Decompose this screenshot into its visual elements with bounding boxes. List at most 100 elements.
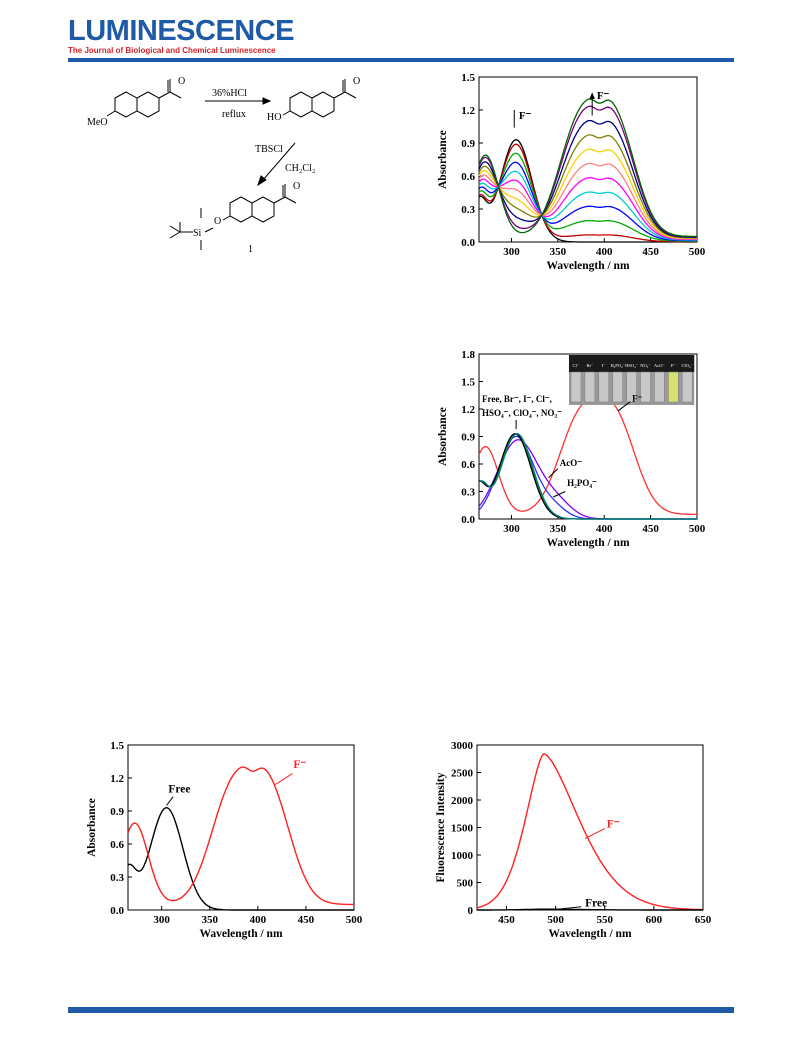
titration-curve	[478, 170, 697, 241]
y-axis-label: Fluorescence Intensity	[435, 772, 447, 882]
y-tick-label: 0.6	[110, 839, 124, 851]
compound-number: 1	[248, 244, 253, 255]
x-tick-label: 400	[596, 246, 613, 258]
selectivity-curve	[478, 433, 697, 520]
y-tick-label: 500	[457, 878, 474, 890]
fluorescence-curve	[477, 908, 703, 911]
abs-curve	[127, 806, 354, 911]
vial	[598, 371, 610, 403]
x-tick-label: 650	[695, 914, 712, 926]
annotation-fluoride-1: F⁻	[519, 110, 532, 122]
y-axis-label: Absorbance	[437, 407, 449, 466]
y-tick-label: 1.2	[461, 404, 475, 416]
y-tick-label: 1.5	[461, 72, 475, 84]
x-tick-label: 450	[298, 914, 315, 926]
vial	[584, 371, 596, 403]
y-tick-label: 0.3	[461, 204, 475, 216]
x-tick-label: 500	[547, 914, 564, 926]
svg-text:O: O	[293, 181, 300, 192]
group-label-line1: Free, Br⁻, I⁻, Cl⁻,	[482, 394, 552, 404]
selectivity-chart: 300 350 400 450 500 0.0 0.3 0.6 0.9 1.2 1.5 1.8 Wave…	[437, 349, 706, 549]
journal-subtitle: The Journal of Biological and Chemical L…	[68, 46, 276, 55]
titration-chart: 300 350 400 450 500 0.0 0.3 0.6 0.9 1.2 1.5 Wavelen…	[437, 72, 706, 272]
titration-curve	[478, 148, 697, 240]
vial	[654, 371, 665, 403]
vial-label: NO₃⁻	[640, 363, 651, 368]
free-pointer	[555, 906, 582, 910]
y-tick-label: 1500	[451, 823, 474, 835]
inset-photo-caps	[568, 355, 695, 372]
y-tick-label: 1000	[451, 850, 474, 862]
svg-text:O: O	[353, 76, 360, 87]
x-tick-label: 400	[596, 523, 613, 535]
free-label: Free	[168, 783, 190, 795]
titration-curve	[478, 134, 697, 239]
x-tick-label: 500	[689, 523, 706, 535]
vial-label: HSO₄⁻	[625, 363, 639, 368]
y-tick-label: 0.9	[461, 432, 475, 444]
y-tick-label: 0.9	[110, 806, 124, 818]
x-tick-label: 350	[550, 246, 567, 258]
fluoride-pointer	[274, 773, 293, 786]
journal-title: LUMINESCENCE	[68, 15, 295, 47]
phosphate-label: H₂PO₄⁻	[567, 478, 597, 488]
y-tick-label: 0.9	[461, 138, 475, 150]
titration-curve	[478, 98, 697, 238]
y-tick-label: 0.3	[110, 872, 124, 884]
vial-label: H₂PO₄⁻	[610, 363, 625, 368]
fluoride-label: F⁻	[293, 759, 306, 771]
x-tick-label: 400	[250, 914, 267, 926]
vial	[681, 371, 693, 403]
selectivity-curve	[478, 433, 697, 520]
reagent-hcl: 36%HCl	[212, 88, 247, 99]
x-tick-label: 450	[642, 246, 659, 258]
x-axis-label: Wavelength / nm	[548, 928, 631, 940]
y-tick-label: 1.5	[110, 740, 124, 752]
titration-curve	[478, 119, 697, 238]
header-rule	[68, 58, 734, 62]
arrow-head-2	[589, 92, 595, 99]
vial	[668, 371, 679, 403]
y-tick-label: 2500	[451, 768, 474, 780]
vial-label: I⁻	[602, 363, 606, 368]
y-tick-label: 1.8	[461, 349, 475, 361]
vial-label: ClO₄⁻	[681, 363, 693, 368]
x-tick-label: 350	[550, 523, 567, 535]
fluorescence-curve	[476, 753, 703, 911]
x-tick-label: 500	[689, 246, 706, 258]
titration-curve	[478, 105, 697, 238]
selectivity-curve	[478, 433, 697, 520]
x-tick-label: 300	[503, 246, 520, 258]
y-tick-label: 0.3	[461, 487, 475, 499]
titration-curve	[478, 161, 697, 242]
annotation-fluoride-2: F⁻	[597, 90, 610, 102]
absorption-comparison-chart: 300 350 400 450 500 0.0 0.3 0.6 0.9 1.2 1.5 Wavelen…	[86, 740, 363, 940]
free-label: Free	[585, 898, 607, 910]
free-pointer	[166, 796, 174, 806]
fluoride-pointer	[584, 828, 605, 839]
vial-label: AcO⁻	[654, 363, 665, 368]
titration-curve	[478, 152, 697, 242]
fluoride-label: F⁻	[607, 819, 620, 831]
y-tick-label: 0.6	[461, 459, 475, 471]
titration-curve	[478, 139, 697, 243]
y-tick-label: 0.6	[461, 171, 475, 183]
x-tick-label: 300	[503, 523, 520, 535]
x-tick-label: 550	[596, 914, 613, 926]
vial-label: Cl⁻	[573, 363, 580, 368]
y-tick-label: 0.0	[461, 514, 475, 526]
reagent-reflux: reflux	[222, 109, 246, 120]
y-tick-label: 3000	[451, 740, 474, 752]
y-axis-label: Absorbance	[86, 798, 98, 857]
x-tick-label: 500	[346, 914, 363, 926]
group-label-line2: HSO₄⁻, ClO₄⁻, NO₃⁻	[482, 408, 562, 418]
x-tick-label: 450	[642, 523, 659, 535]
vial	[626, 371, 637, 403]
x-tick-label: 350	[201, 914, 218, 926]
product-si-label: Si	[193, 228, 202, 239]
plot-frame	[476, 744, 704, 911]
abs-curve	[127, 766, 354, 906]
y-tick-label: 0	[468, 905, 474, 917]
svg-text:O: O	[178, 76, 185, 87]
plot-frame	[478, 76, 698, 243]
